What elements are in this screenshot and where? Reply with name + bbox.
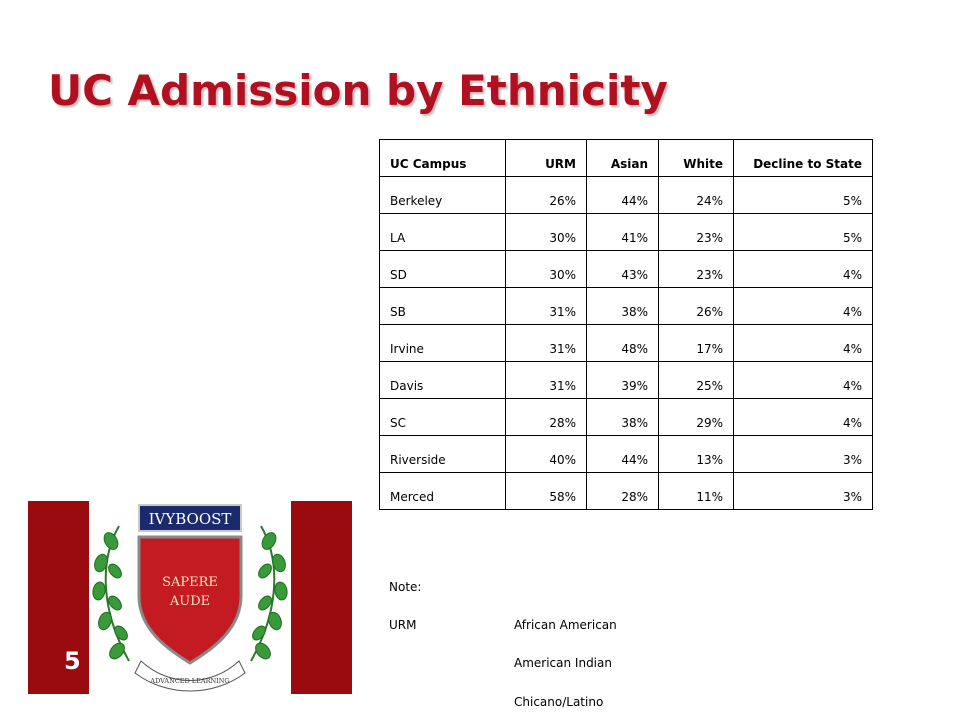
cell-decline: 4% (733, 398, 873, 436)
right-vine-icon (250, 525, 288, 662)
cell-urm: 31% (505, 324, 587, 362)
cell-asian: 43% (586, 250, 659, 288)
header-decline: Decline to State (733, 139, 873, 177)
left-vine-icon (92, 525, 130, 662)
note-definition: African American (514, 618, 617, 632)
header-campus: UC Campus (379, 139, 506, 177)
cell-urm: 30% (505, 213, 587, 251)
cell-urm: 31% (505, 361, 587, 399)
table-row: Davis 31% 39% 25% 4% (379, 361, 873, 399)
cell-asian: 44% (586, 176, 659, 214)
table-row: Irvine 31% 48% 17% 4% (379, 324, 873, 362)
cell-urm: 28% (505, 398, 587, 436)
table-row: SB 31% 38% 26% 4% (379, 287, 873, 325)
cell-asian: 28% (586, 472, 659, 510)
table-row: SD 30% 43% 23% 4% (379, 250, 873, 288)
shield-icon (137, 535, 243, 665)
brand-bar-left (28, 501, 89, 694)
cell-campus: SB (379, 287, 506, 325)
cell-campus: LA (379, 213, 506, 251)
cell-decline: 5% (733, 213, 873, 251)
slide-title: UC Admission by Ethnicity (48, 66, 668, 115)
cell-urm: 26% (505, 176, 587, 214)
banner-text: IVYBOOST (149, 510, 232, 528)
cell-decline: 3% (733, 472, 873, 510)
cell-decline: 4% (733, 361, 873, 399)
cell-campus: Merced (379, 472, 506, 510)
ribbon-text: ADVANCED LEARNING (149, 677, 229, 685)
cell-white: 25% (658, 361, 734, 399)
ivyboost-logo: IVYBOOST SAPERE AUDE ADVANCED LEARNING (89, 501, 291, 694)
cell-urm: 40% (505, 435, 587, 473)
cell-asian: 41% (586, 213, 659, 251)
cell-white: 13% (658, 435, 734, 473)
cell-decline: 3% (733, 435, 873, 473)
cell-campus: Irvine (379, 324, 506, 362)
table-header-row: UC Campus URM Asian White Decline to Sta… (379, 139, 873, 177)
cell-urm: 58% (505, 472, 587, 510)
cell-campus: Davis (379, 361, 506, 399)
cell-decline: 4% (733, 287, 873, 325)
table-row: Merced 58% 28% 11% 3% (379, 472, 873, 510)
banner-icon (138, 504, 242, 532)
cell-asian: 48% (586, 324, 659, 362)
table-row: SC 28% 38% 29% 4% (379, 398, 873, 436)
note-label: Note: (389, 580, 422, 594)
note-term: URM (389, 618, 417, 632)
cell-white: 11% (658, 472, 734, 510)
cell-asian: 38% (586, 398, 659, 436)
header-asian: Asian (586, 139, 659, 177)
brand-bar-right (291, 501, 352, 694)
cell-asian: 39% (586, 361, 659, 399)
cell-urm: 30% (505, 250, 587, 288)
cell-urm: 31% (505, 287, 587, 325)
table-row: LA 30% 41% 23% 5% (379, 213, 873, 251)
cell-decline: 5% (733, 176, 873, 214)
cell-campus: Riverside (379, 435, 506, 473)
admission-table: UC Campus URM Asian White Decline to Sta… (379, 139, 873, 510)
note-definition: Chicano/Latino (514, 695, 604, 709)
cell-campus: Berkeley (379, 176, 506, 214)
shield-line2: AUDE (169, 594, 210, 609)
cell-white: 29% (658, 398, 734, 436)
cell-asian: 38% (586, 287, 659, 325)
page-number: 5 (64, 647, 81, 675)
cell-campus: SC (379, 398, 506, 436)
cell-white: 23% (658, 250, 734, 288)
cell-decline: 4% (733, 324, 873, 362)
cell-white: 24% (658, 176, 734, 214)
table-row: Berkeley 26% 44% 24% 5% (379, 176, 873, 214)
cell-white: 26% (658, 287, 734, 325)
cell-white: 23% (658, 213, 734, 251)
ribbon-icon (134, 660, 246, 692)
cell-campus: SD (379, 250, 506, 288)
cell-asian: 44% (586, 435, 659, 473)
logo-graphic: IVYBOOST SAPERE AUDE ADVANCED LEARNING (92, 504, 288, 692)
cell-white: 17% (658, 324, 734, 362)
shield-line1: SAPERE (162, 575, 218, 590)
header-urm: URM (505, 139, 587, 177)
cell-decline: 4% (733, 250, 873, 288)
table-row: Riverside 40% 44% 13% 3% (379, 435, 873, 473)
header-white: White (658, 139, 734, 177)
note-definition: American Indian (514, 656, 612, 670)
